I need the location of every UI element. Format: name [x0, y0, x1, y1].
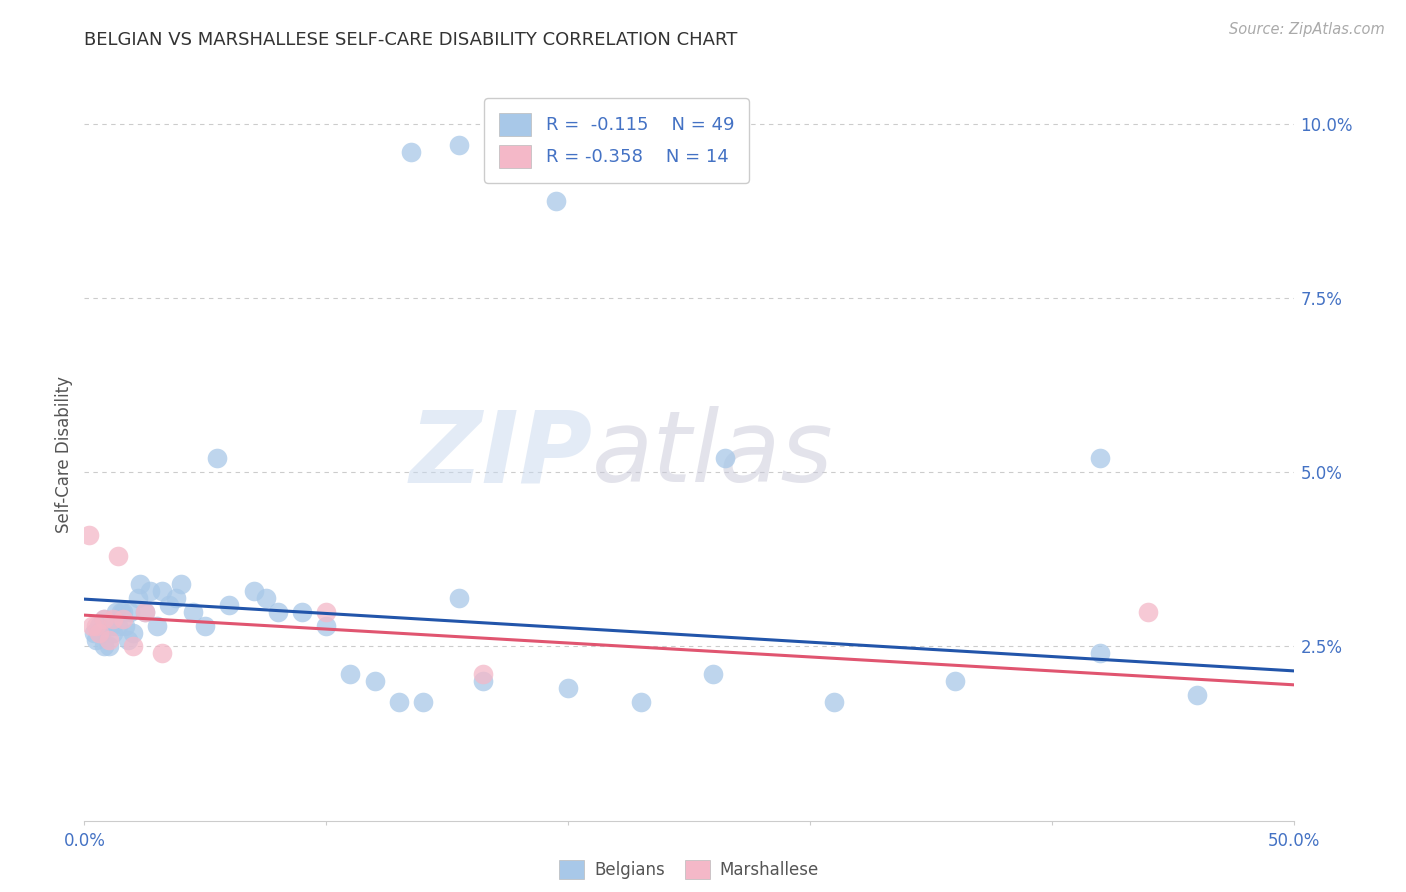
Point: [86, 618, 108, 632]
Point: [157, 598, 180, 612]
Point: [170, 576, 193, 591]
Point: [134, 605, 156, 619]
Point: [77, 528, 100, 542]
Point: [291, 605, 314, 619]
Text: Source: ZipAtlas.com: Source: ZipAtlas.com: [1229, 22, 1385, 37]
Point: [97, 632, 120, 647]
Point: [557, 681, 579, 696]
Point: [100, 618, 122, 632]
Point: [97, 640, 120, 654]
Point: [107, 549, 129, 563]
Point: [127, 591, 149, 605]
Point: [315, 618, 337, 632]
Point: [87, 618, 110, 632]
Point: [449, 137, 471, 152]
Point: [93, 612, 115, 626]
Point: [93, 640, 115, 654]
Point: [114, 618, 136, 632]
Legend: Belgians, Marshallese: Belgians, Marshallese: [553, 853, 825, 886]
Point: [120, 605, 142, 619]
Point: [943, 674, 966, 689]
Point: [104, 605, 127, 619]
Point: [129, 576, 152, 591]
Point: [112, 612, 135, 626]
Point: [399, 145, 422, 159]
Point: [94, 618, 117, 632]
Point: [449, 591, 471, 605]
Point: [103, 612, 125, 626]
Point: [93, 612, 115, 626]
Point: [110, 605, 132, 619]
Y-axis label: Self-Care Disability: Self-Care Disability: [55, 376, 73, 533]
Point: [1088, 647, 1111, 661]
Point: [412, 695, 434, 709]
Point: [218, 598, 240, 612]
Point: [702, 667, 724, 681]
Point: [80, 618, 103, 632]
Point: [363, 674, 385, 689]
Point: [134, 605, 156, 619]
Point: [150, 583, 173, 598]
Point: [1185, 688, 1208, 702]
Point: [242, 583, 264, 598]
Point: [103, 625, 125, 640]
Point: [339, 667, 361, 681]
Text: ZIP: ZIP: [409, 407, 592, 503]
Point: [267, 605, 290, 619]
Point: [254, 591, 277, 605]
Point: [823, 695, 845, 709]
Point: [138, 583, 160, 598]
Text: BELGIAN VS MARSHALLESE SELF-CARE DISABILITY CORRELATION CHART: BELGIAN VS MARSHALLESE SELF-CARE DISABIL…: [84, 31, 738, 49]
Point: [714, 451, 737, 466]
Text: atlas: atlas: [592, 407, 834, 503]
Point: [181, 605, 204, 619]
Point: [472, 667, 495, 681]
Point: [1088, 451, 1111, 466]
Point: [544, 194, 567, 208]
Point: [207, 451, 229, 466]
Point: [90, 625, 112, 640]
Point: [86, 632, 108, 647]
Point: [630, 695, 652, 709]
Point: [112, 605, 135, 619]
Point: [315, 605, 337, 619]
Point: [472, 674, 495, 689]
Point: [121, 640, 143, 654]
Point: [150, 647, 173, 661]
Point: [194, 618, 217, 632]
Point: [388, 695, 411, 709]
Point: [165, 591, 187, 605]
Point: [107, 618, 129, 632]
Point: [83, 625, 105, 640]
Point: [121, 625, 143, 640]
Point: [87, 625, 110, 640]
Point: [146, 618, 169, 632]
Point: [1137, 605, 1160, 619]
Point: [117, 632, 139, 647]
